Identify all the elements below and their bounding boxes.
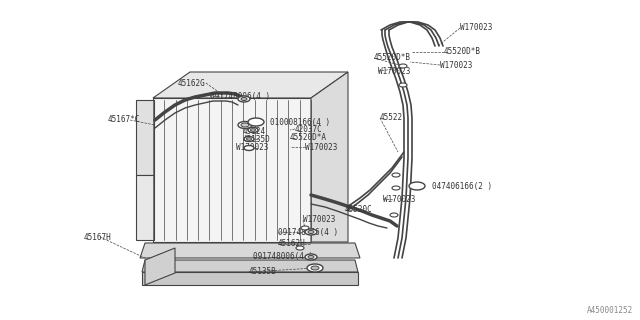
Text: 45167H: 45167H: [84, 233, 112, 242]
Text: 45522: 45522: [380, 114, 403, 123]
Text: W170023: W170023: [383, 195, 415, 204]
Circle shape: [250, 129, 255, 131]
Circle shape: [238, 96, 250, 102]
Polygon shape: [153, 72, 348, 98]
Polygon shape: [311, 72, 348, 242]
Circle shape: [305, 229, 317, 235]
Circle shape: [308, 255, 314, 259]
Circle shape: [241, 98, 247, 100]
Text: W170023: W170023: [460, 23, 492, 33]
Circle shape: [311, 266, 319, 270]
Text: 45167*C: 45167*C: [108, 116, 140, 124]
Polygon shape: [140, 243, 360, 258]
Text: 091748006(4 ): 091748006(4 ): [278, 228, 338, 237]
Circle shape: [390, 213, 398, 217]
Text: 45124: 45124: [243, 126, 266, 135]
Circle shape: [248, 127, 258, 132]
Text: A450001252: A450001252: [588, 306, 634, 315]
Text: W170023: W170023: [440, 60, 472, 69]
Circle shape: [248, 118, 264, 126]
Text: 45162H: 45162H: [278, 239, 306, 249]
Circle shape: [399, 64, 407, 68]
Text: S: S: [415, 183, 419, 189]
Text: 45135B: 45135B: [249, 268, 276, 276]
Text: W170023: W170023: [305, 142, 337, 151]
Circle shape: [392, 186, 400, 190]
Text: 010008166(4 ): 010008166(4 ): [270, 117, 330, 126]
Polygon shape: [153, 98, 311, 242]
Polygon shape: [142, 260, 358, 272]
Circle shape: [305, 254, 317, 260]
Text: 45520D*A: 45520D*A: [290, 133, 327, 142]
Text: 091748006(4 ): 091748006(4 ): [253, 252, 313, 261]
Circle shape: [244, 146, 254, 150]
Text: 45520C: 45520C: [345, 205, 372, 214]
Text: W170023: W170023: [303, 215, 335, 225]
Circle shape: [308, 230, 314, 234]
Circle shape: [409, 182, 425, 190]
Circle shape: [246, 138, 252, 140]
Circle shape: [241, 123, 249, 127]
Polygon shape: [136, 100, 154, 175]
Polygon shape: [142, 272, 358, 285]
Polygon shape: [136, 175, 154, 240]
Text: 45135D: 45135D: [243, 134, 271, 143]
Circle shape: [392, 173, 400, 177]
Text: B: B: [254, 119, 258, 125]
Text: 45520D*B: 45520D*B: [374, 53, 411, 62]
Circle shape: [238, 122, 252, 129]
Text: W170023: W170023: [378, 67, 410, 76]
Circle shape: [301, 226, 309, 230]
Circle shape: [307, 264, 323, 272]
Text: 45162G: 45162G: [178, 78, 205, 87]
Text: 42037C: 42037C: [295, 124, 323, 133]
Circle shape: [244, 137, 254, 141]
Text: 091748006(4 ): 091748006(4 ): [210, 92, 270, 100]
Text: W170023: W170023: [236, 143, 268, 153]
Polygon shape: [145, 248, 175, 285]
Circle shape: [399, 83, 407, 87]
Text: 45520D*B: 45520D*B: [444, 47, 481, 57]
Circle shape: [296, 246, 304, 250]
Text: 047406166(2 ): 047406166(2 ): [432, 181, 492, 190]
